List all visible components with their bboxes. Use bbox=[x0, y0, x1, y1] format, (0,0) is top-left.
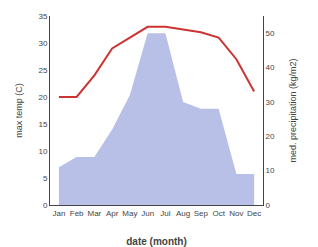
svg-text:5: 5 bbox=[43, 174, 48, 183]
svg-text:Mar: Mar bbox=[87, 209, 101, 218]
svg-text:15: 15 bbox=[38, 120, 47, 129]
svg-text:30: 30 bbox=[38, 39, 47, 48]
svg-text:35: 35 bbox=[38, 12, 47, 21]
svg-text:40: 40 bbox=[266, 63, 275, 72]
svg-text:0: 0 bbox=[266, 201, 271, 210]
svg-text:Jul: Jul bbox=[160, 209, 170, 218]
svg-text:20: 20 bbox=[266, 132, 275, 141]
svg-text:Dec: Dec bbox=[247, 209, 261, 218]
svg-text:med. precipitation (kg/m2): med. precipitation (kg/m2) bbox=[288, 58, 298, 162]
svg-text:Sep: Sep bbox=[194, 209, 209, 218]
svg-text:Feb: Feb bbox=[70, 209, 84, 218]
svg-text:10: 10 bbox=[266, 166, 275, 175]
svg-text:Nov: Nov bbox=[229, 209, 243, 218]
svg-text:Jun: Jun bbox=[141, 209, 154, 218]
svg-text:50: 50 bbox=[266, 29, 275, 38]
svg-text:Jan: Jan bbox=[52, 209, 65, 218]
svg-text:30: 30 bbox=[266, 98, 275, 107]
svg-text:May: May bbox=[122, 209, 137, 218]
svg-text:Aug: Aug bbox=[176, 209, 190, 218]
svg-text:max temp (C): max temp (C) bbox=[14, 83, 24, 138]
svg-text:20: 20 bbox=[38, 93, 47, 102]
svg-text:date (month): date (month) bbox=[126, 236, 187, 247]
svg-text:Apr: Apr bbox=[106, 209, 119, 218]
svg-text:10: 10 bbox=[38, 147, 47, 156]
svg-text:0: 0 bbox=[43, 201, 48, 210]
svg-text:25: 25 bbox=[38, 66, 47, 75]
svg-text:Oct: Oct bbox=[212, 209, 225, 218]
